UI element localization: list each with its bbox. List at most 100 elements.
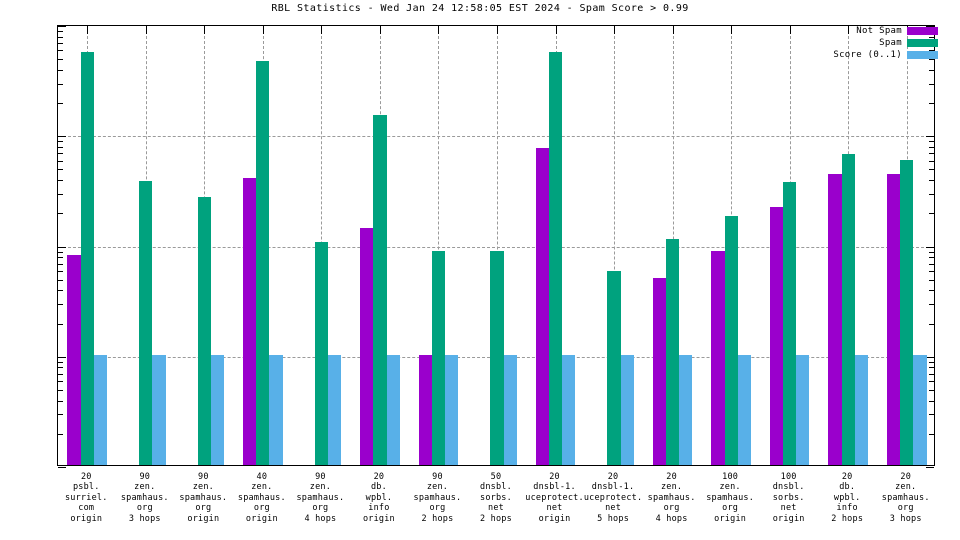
x-axis-tick-label: 20 zen. spamhaus. org 4 hops — [647, 472, 696, 524]
y-axis-minor-tick — [929, 193, 934, 195]
y-axis-minor-tick — [58, 146, 63, 148]
x-axis-tick-label: 40 zen. spamhaus. org origin — [237, 472, 286, 524]
bar — [828, 173, 842, 465]
bar — [548, 51, 563, 465]
y-axis-minor-tick — [58, 323, 63, 325]
y-axis-minor-tick — [929, 146, 934, 148]
y-axis-minor-tick — [929, 169, 934, 171]
y-axis-major-tick — [58, 26, 66, 27]
bar — [386, 354, 400, 465]
bar — [139, 180, 153, 465]
y-axis-minor-tick — [58, 279, 63, 281]
y-axis-minor-tick — [58, 263, 63, 265]
bar — [210, 354, 225, 465]
bar — [503, 354, 517, 465]
bar — [913, 354, 927, 465]
y-axis-minor-tick — [929, 361, 934, 363]
legend-item: Score (0..1) — [833, 50, 938, 60]
y-axis-minor-tick — [58, 389, 63, 391]
bar — [679, 354, 693, 465]
bar — [80, 51, 94, 465]
bar — [841, 154, 855, 465]
y-axis-major-tick — [926, 26, 934, 27]
y-axis-minor-tick — [929, 103, 934, 105]
y-axis-minor-tick — [58, 381, 63, 383]
y-axis-minor-tick — [58, 414, 63, 416]
x-axis-tick-label: 20 dnsbl-1. uceprotect. net origin — [525, 472, 584, 524]
x-axis-tick — [614, 26, 616, 34]
bar — [769, 206, 784, 465]
y-axis-minor-tick — [58, 251, 63, 253]
bar — [67, 255, 81, 465]
x-axis-tick-label: 20 psbl. surriel. com origin — [64, 472, 108, 524]
bar — [269, 354, 283, 465]
y-axis-minor-tick — [58, 36, 63, 38]
x-axis-tick — [789, 26, 791, 34]
y-axis-minor-tick — [58, 59, 63, 61]
x-axis-tick-labels: 20 psbl. surriel. com origin 90 zen. spam… — [57, 472, 935, 536]
y-axis-minor-tick — [929, 83, 934, 85]
y-axis-minor-tick — [58, 69, 63, 71]
y-axis-minor-tick — [58, 180, 63, 182]
y-axis-major-tick — [58, 356, 66, 358]
bar — [854, 354, 868, 465]
gridline-vertical — [438, 26, 440, 465]
x-axis-tick — [555, 26, 557, 34]
legend-item: Not Spam — [856, 26, 938, 36]
y-axis-minor-tick — [58, 141, 63, 143]
x-axis-tick — [321, 26, 323, 34]
y-axis-minor-tick — [929, 433, 934, 435]
y-axis-major-tick — [58, 246, 66, 248]
y-axis-minor-tick — [58, 193, 63, 195]
chart-legend: Not Spam Spam Score (0..1) — [833, 26, 938, 60]
x-axis-tick-label: 20 dnsbl-1. uceprotect. net 5 hops — [583, 472, 643, 524]
y-axis-minor-tick — [58, 43, 63, 45]
y-axis-minor-tick — [58, 290, 63, 292]
y-axis-minor-tick — [929, 373, 934, 375]
gridline-vertical — [497, 26, 498, 465]
y-axis-minor-tick — [929, 36, 934, 38]
y-axis-minor-tick — [58, 361, 63, 363]
legend-swatch — [907, 27, 938, 35]
y-axis-minor-tick — [58, 433, 63, 435]
bar — [783, 181, 797, 465]
y-axis-minor-tick — [929, 279, 934, 281]
y-axis-minor-tick — [58, 83, 63, 85]
legend-item: Spam — [879, 38, 938, 48]
bar — [431, 250, 446, 465]
x-axis-tick-label: 100 dnsbl. sorbs. net origin — [772, 472, 805, 524]
y-axis-minor-tick — [929, 251, 934, 253]
bar — [737, 354, 751, 465]
x-axis-tick — [87, 26, 89, 34]
x-axis-tick — [672, 26, 674, 34]
y-axis-minor-tick — [58, 153, 63, 155]
y-axis-minor-tick — [58, 373, 63, 375]
y-axis-minor-tick — [929, 304, 934, 306]
bar — [93, 354, 108, 465]
y-axis-minor-tick — [58, 257, 63, 259]
bar — [886, 173, 901, 465]
y-axis-minor-tick — [929, 180, 934, 182]
x-axis-tick — [731, 26, 733, 34]
y-axis-major-tick — [926, 356, 934, 358]
y-axis-major-tick — [58, 136, 66, 138]
x-axis-tick-label: 20 zen. spamhaus. org 3 hops — [881, 472, 930, 524]
y-axis-major-tick — [926, 467, 934, 468]
bar — [652, 277, 666, 465]
bar — [152, 354, 166, 465]
bar — [490, 250, 504, 465]
gridline-horizontal — [58, 246, 934, 248]
x-axis-tick — [145, 26, 147, 34]
y-axis-minor-tick — [58, 213, 63, 215]
y-axis-minor-tick — [929, 69, 934, 71]
y-axis-minor-tick — [58, 160, 63, 162]
chart-title: RBL Statistics - Wed Jan 24 12:58:05 EST… — [271, 3, 689, 14]
y-axis-minor-tick — [929, 153, 934, 155]
x-axis-tick-label: 90 zen. spamhaus. org origin — [179, 472, 228, 524]
y-axis-minor-tick — [929, 59, 934, 61]
y-axis-minor-tick — [58, 50, 63, 52]
bar — [620, 354, 634, 465]
y-axis-minor-tick — [58, 31, 63, 33]
x-axis-tick-label: 90 zen. spamhaus. org 3 hops — [120, 472, 169, 524]
